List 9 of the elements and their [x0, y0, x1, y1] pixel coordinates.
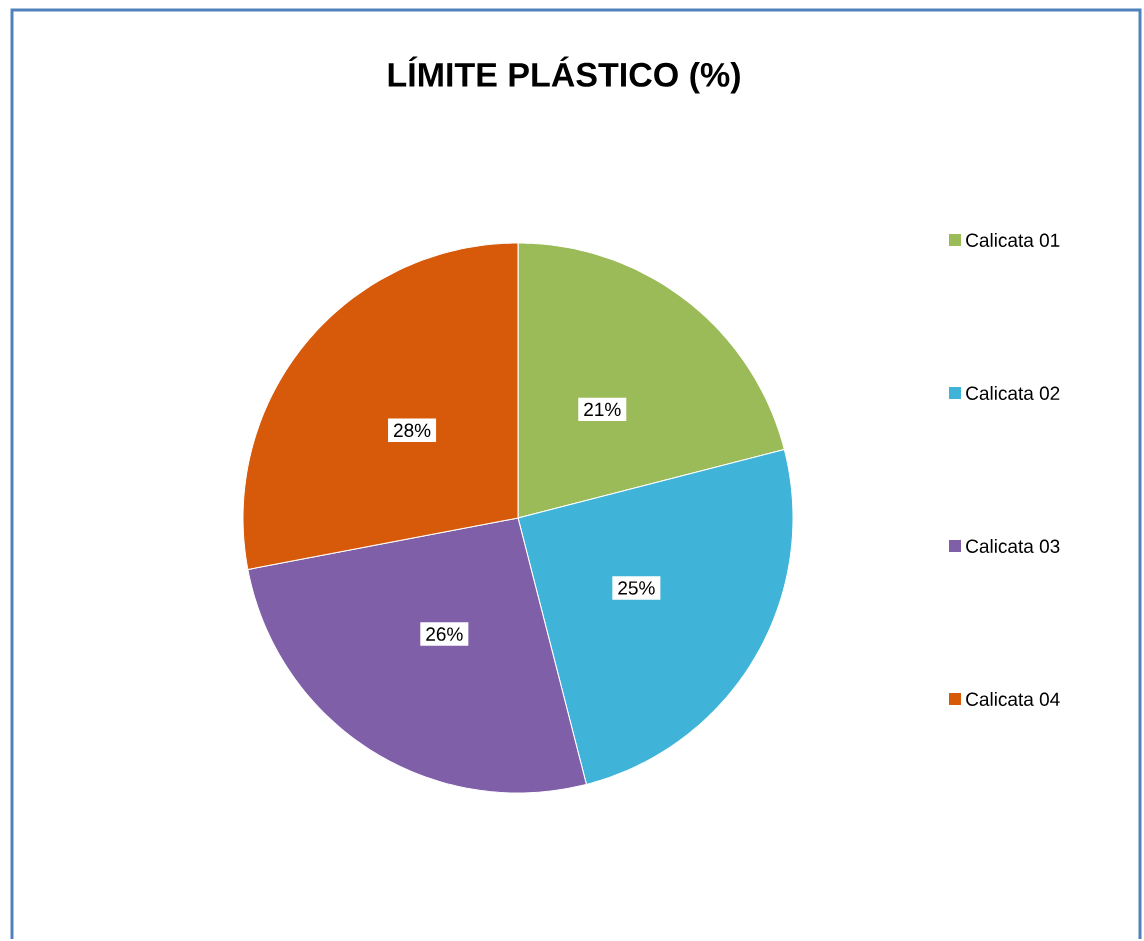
data-label: 21% — [584, 402, 621, 417]
chart-title: LÍMITE PLÁSTICO (%) — [388, 56, 740, 94]
data-label: 28% — [394, 423, 431, 438]
legend-label: Calicata 04 — [966, 692, 1060, 707]
data-label: 25% — [618, 581, 655, 595]
legend-label: Calicata 02 — [966, 386, 1060, 401]
data-label: 26% — [426, 627, 463, 642]
legend-label: Calicata 01 — [966, 233, 1060, 248]
legend-label: Calicata 03 — [966, 539, 1060, 554]
